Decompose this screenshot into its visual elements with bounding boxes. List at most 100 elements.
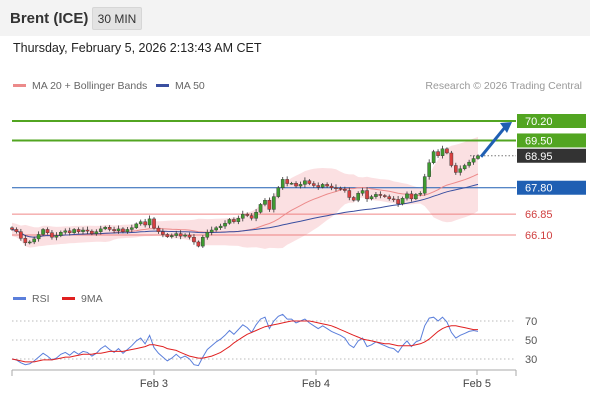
candle	[258, 203, 263, 214]
rsi-swatch	[13, 296, 26, 300]
candle-body	[360, 190, 365, 194]
candle	[23, 234, 28, 246]
candle-body	[440, 148, 445, 156]
candle-body	[272, 196, 276, 210]
candle	[41, 228, 45, 236]
candle	[121, 227, 125, 234]
rsi-legend-label: RSI	[32, 293, 50, 305]
ma20-legend-label: MA 20 + Bollinger Bands	[32, 80, 148, 92]
candle	[267, 197, 272, 212]
candle-body	[41, 229, 45, 235]
candle-body	[445, 148, 449, 154]
candle	[374, 192, 378, 199]
candle-body	[449, 152, 454, 166]
candle-body	[94, 231, 99, 234]
candle	[427, 159, 431, 180]
candle-body	[81, 229, 85, 232]
timeframe-button[interactable]: 30 MIN	[92, 7, 142, 30]
candle-body	[227, 219, 232, 224]
current-price-label: 68.95	[525, 151, 553, 163]
legend-9ma: 9MA	[62, 293, 103, 305]
candle	[169, 233, 174, 239]
candle-body	[276, 187, 281, 197]
candle-body	[32, 238, 36, 243]
candle	[476, 154, 480, 160]
rsi-tick-label: 30	[525, 354, 537, 366]
candle	[130, 224, 134, 233]
candle	[471, 155, 476, 165]
candle	[45, 227, 50, 235]
candle	[307, 179, 312, 186]
candle	[138, 219, 143, 226]
candle	[369, 194, 374, 201]
support-level-label: 66.85	[525, 209, 553, 221]
candle-body	[454, 165, 458, 173]
candle-body	[174, 233, 179, 236]
candle	[329, 183, 334, 191]
candle-body	[10, 227, 14, 230]
candle	[214, 226, 218, 232]
candle-body	[98, 228, 103, 232]
candle	[67, 227, 72, 236]
candle	[227, 218, 232, 225]
candle	[50, 230, 54, 240]
candle-body	[59, 232, 63, 236]
candle	[285, 176, 289, 187]
candle-body	[254, 211, 258, 219]
x-axis: Feb 3 Feb 4 Feb 5	[11, 369, 517, 390]
candle	[360, 187, 365, 196]
candle-body	[147, 218, 152, 226]
candle	[236, 215, 241, 225]
ma9-swatch	[62, 296, 75, 300]
candle-body	[116, 228, 121, 232]
candle	[409, 190, 414, 202]
candle-body	[209, 229, 214, 233]
candle-body	[414, 194, 418, 200]
legend-ma50: MA 50	[156, 80, 205, 92]
candle-body	[183, 234, 187, 237]
candle-body	[161, 231, 165, 235]
candle	[454, 162, 458, 175]
candle-body	[369, 196, 374, 200]
candle-body	[351, 197, 356, 201]
candle	[161, 228, 165, 238]
candle-body	[103, 227, 107, 230]
candle-body	[400, 198, 405, 205]
candle-body	[263, 200, 267, 205]
copyright: Research © 2026 Trading Central	[425, 80, 582, 92]
level-labels: 70.20 69.50 68.95 67.80 66.85 66.10	[517, 114, 586, 242]
rsi-tick-label: 70	[525, 316, 537, 328]
candle-body	[14, 229, 19, 232]
candle	[245, 212, 250, 218]
candle-body	[156, 227, 161, 232]
candle-body	[378, 194, 383, 196]
candle	[125, 227, 130, 234]
candle	[400, 196, 405, 206]
candle-body	[338, 188, 343, 190]
forecast-arrow-head	[500, 122, 512, 133]
candle-body	[285, 179, 289, 184]
candle	[218, 223, 223, 230]
candle-body	[19, 231, 23, 239]
moving-averages	[11, 173, 479, 238]
candle	[431, 149, 436, 165]
candle-body	[343, 188, 347, 191]
candle-body	[143, 221, 147, 226]
candle-body	[289, 183, 294, 185]
candle	[196, 240, 201, 248]
candle	[343, 186, 347, 193]
candle	[383, 194, 387, 198]
current-price-tag	[517, 148, 586, 163]
candle	[254, 209, 258, 222]
candle-body	[50, 232, 54, 238]
candle-body	[201, 237, 205, 247]
candle-body	[471, 158, 476, 163]
candle-body	[467, 161, 471, 166]
candle-body	[258, 204, 263, 213]
candle	[94, 229, 99, 236]
candle	[351, 196, 356, 202]
candle	[418, 191, 423, 197]
candle	[436, 149, 440, 158]
candle	[272, 193, 276, 213]
candle	[294, 181, 298, 188]
